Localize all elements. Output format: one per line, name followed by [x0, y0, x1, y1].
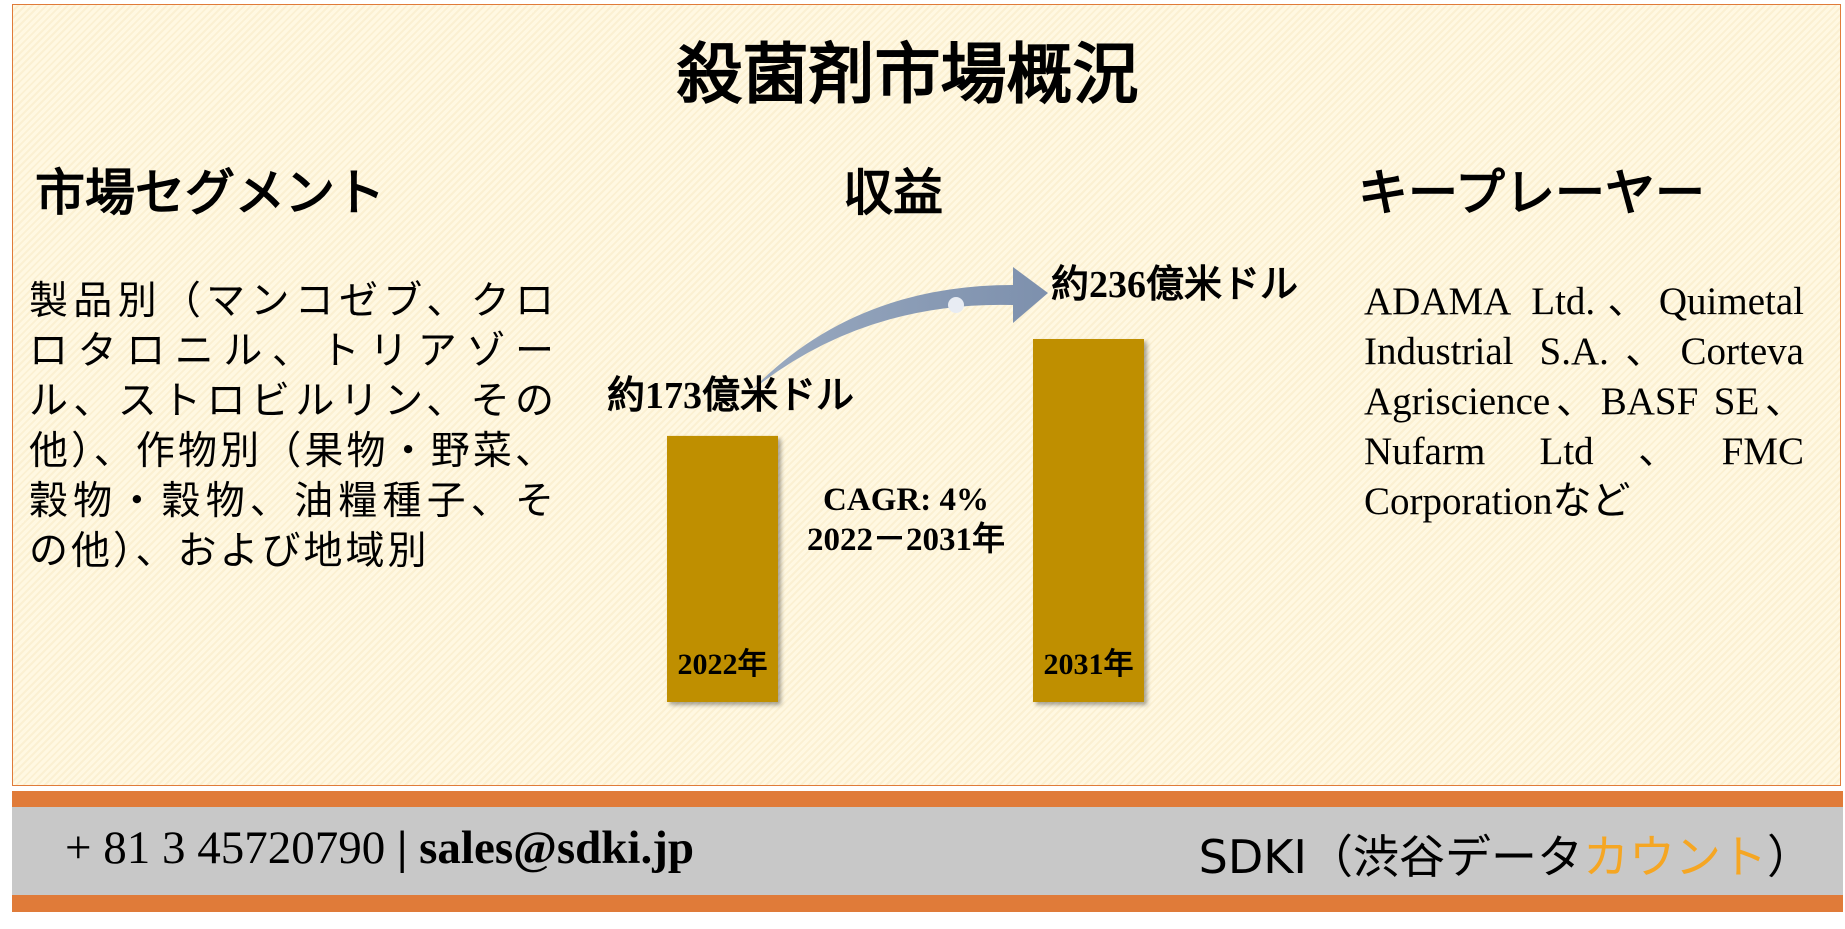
- arrow-dot: [948, 297, 964, 313]
- title: 殺菌剤市場概況: [676, 39, 1139, 112]
- players-heading: キープレーヤー: [1358, 165, 1705, 221]
- email: sales@sdki.jp: [419, 822, 695, 874]
- growth-arrow: [751, 267, 1048, 391]
- value-label: 約236億米ドル: [1051, 264, 1298, 306]
- bar-category: 2022年: [678, 648, 768, 681]
- footer: + 81 3 45720790 | sales@sdki.jp SDKI（渋谷デ…: [12, 791, 1843, 912]
- brand-end: ）: [1767, 830, 1813, 884]
- phone: + 81 3 45720790: [65, 822, 386, 874]
- players-text: ADAMA Ltd.、Quimetal Industrial S.A.、Cort…: [1364, 280, 1804, 523]
- cagr-note: CAGR: 4%: [823, 482, 989, 518]
- contact: + 81 3 45720790 | sales@sdki.jp: [65, 821, 694, 875]
- infographic: 殺菌剤市場概況 市場セグメント 収益 キープレーヤー 製品別（マンコゼブ、クロロ…: [12, 4, 1841, 786]
- bar: [1033, 339, 1144, 702]
- separator: |: [397, 822, 408, 874]
- brand-highlight: カウント: [1583, 830, 1767, 884]
- bar: [667, 435, 778, 702]
- revenue-heading: 収益: [843, 165, 943, 221]
- cagr-note: 2022－2031年: [807, 521, 1005, 558]
- brand-name: SDKI（渋谷データ: [1198, 830, 1583, 884]
- revenue-chart: 2022年 約173億米ドル 2031年 約236億米ドル CAGR: 4%2022－2…: [607, 264, 1298, 702]
- bar-category: 2031年: [1044, 648, 1134, 681]
- value-label: 約173億米ドル: [607, 375, 854, 417]
- footer-band: + 81 3 45720790 | sales@sdki.jp SDKI（渋谷デ…: [12, 807, 1843, 895]
- brand: SDKI（渋谷データカウント）: [1199, 821, 1813, 887]
- segments-heading: 市場セグメント: [35, 165, 385, 221]
- segments-text: 製品別（マンコゼブ、クロロタロニル、トリアゾール、ストロビルリン、その他）、作物…: [29, 280, 557, 573]
